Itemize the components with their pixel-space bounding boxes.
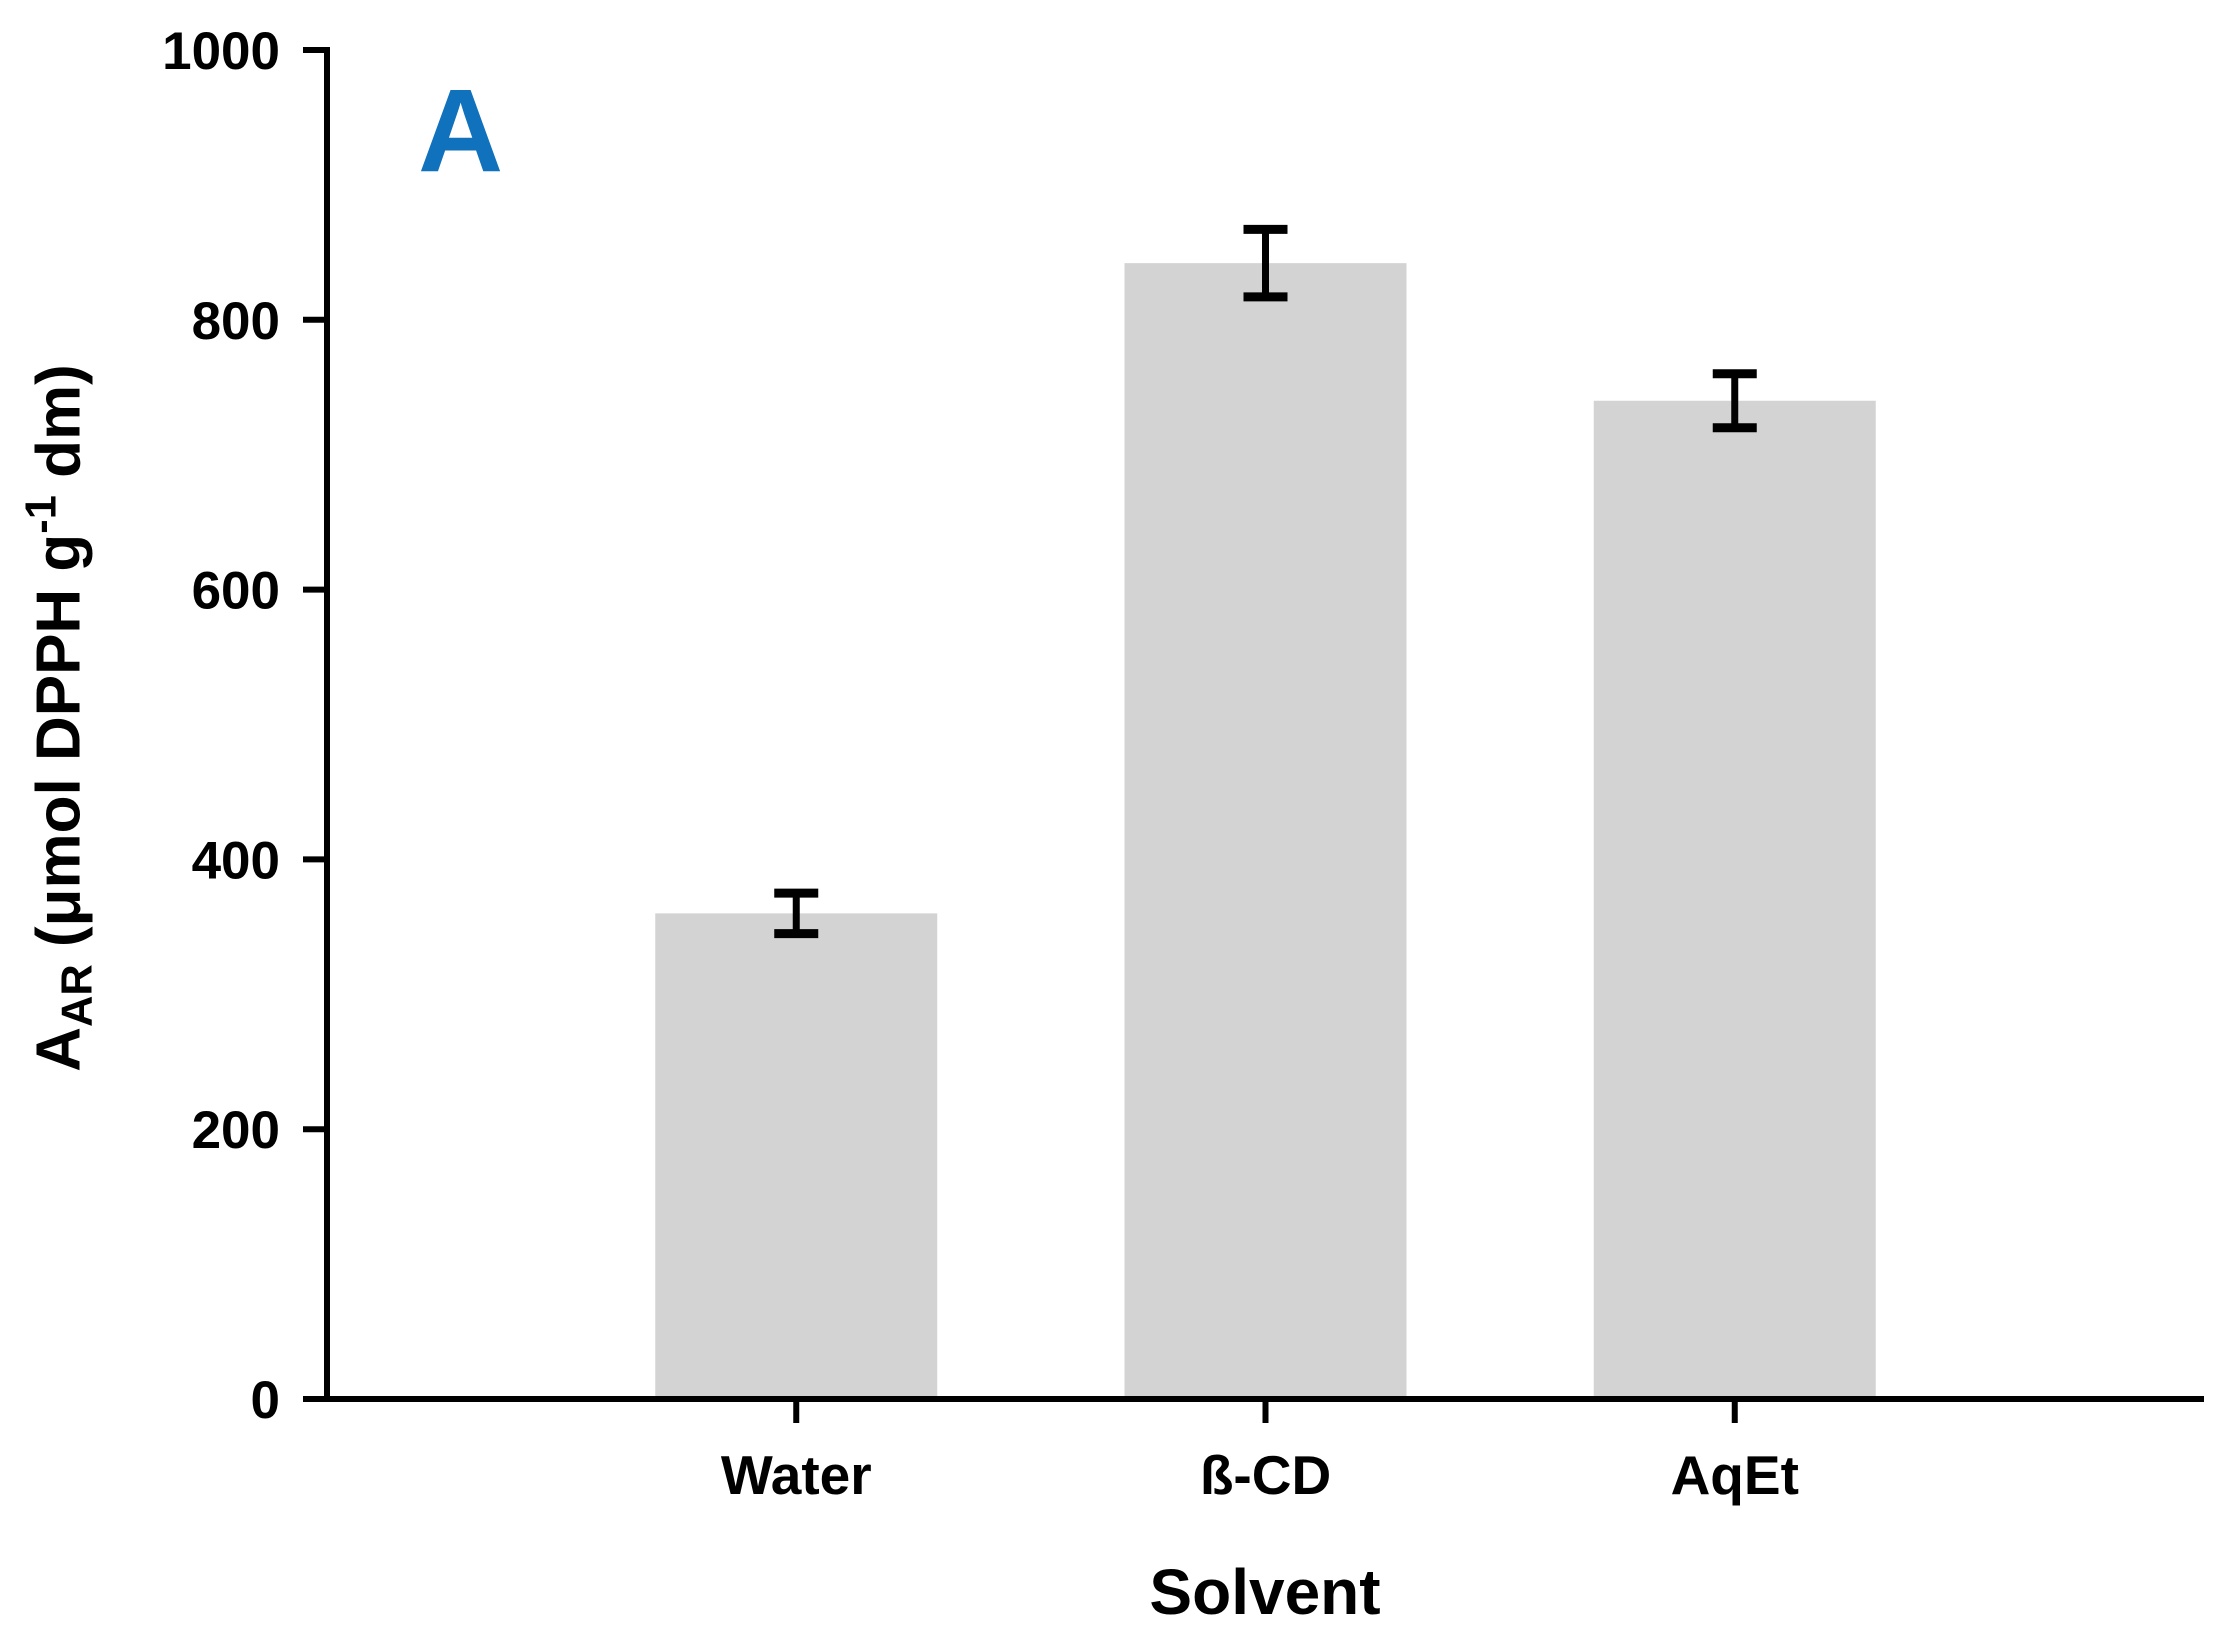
bar — [655, 913, 938, 1399]
y-axis-title-part: AR — [53, 964, 102, 1027]
y-axis-title-part: dm) — [24, 364, 94, 496]
y-tick-label: 800 — [192, 292, 280, 351]
x-category-label: Water — [721, 1444, 872, 1506]
y-axis-title-part: (μmol DPPH g — [24, 533, 94, 965]
y-tick-label: 400 — [192, 831, 280, 890]
y-tick-label: 200 — [192, 1101, 280, 1160]
x-category-label: ß-CD — [1200, 1444, 1331, 1506]
bar — [1593, 400, 1876, 1399]
x-category-label: AqEt — [1671, 1444, 1799, 1506]
y-axis-title-part: A — [24, 1026, 94, 1072]
y-tick-label: 1000 — [162, 22, 280, 81]
bar — [1124, 263, 1407, 1400]
y-axis-title: AAR (μmol DPPH g-1 dm) — [18, 364, 103, 1072]
y-tick-label: 0 — [251, 1371, 280, 1430]
y-tick-label: 600 — [192, 562, 280, 621]
panel-label: A — [418, 65, 504, 197]
y-axis-title-part: -1 — [17, 495, 66, 534]
x-axis-title: Solvent — [1149, 1556, 1381, 1628]
